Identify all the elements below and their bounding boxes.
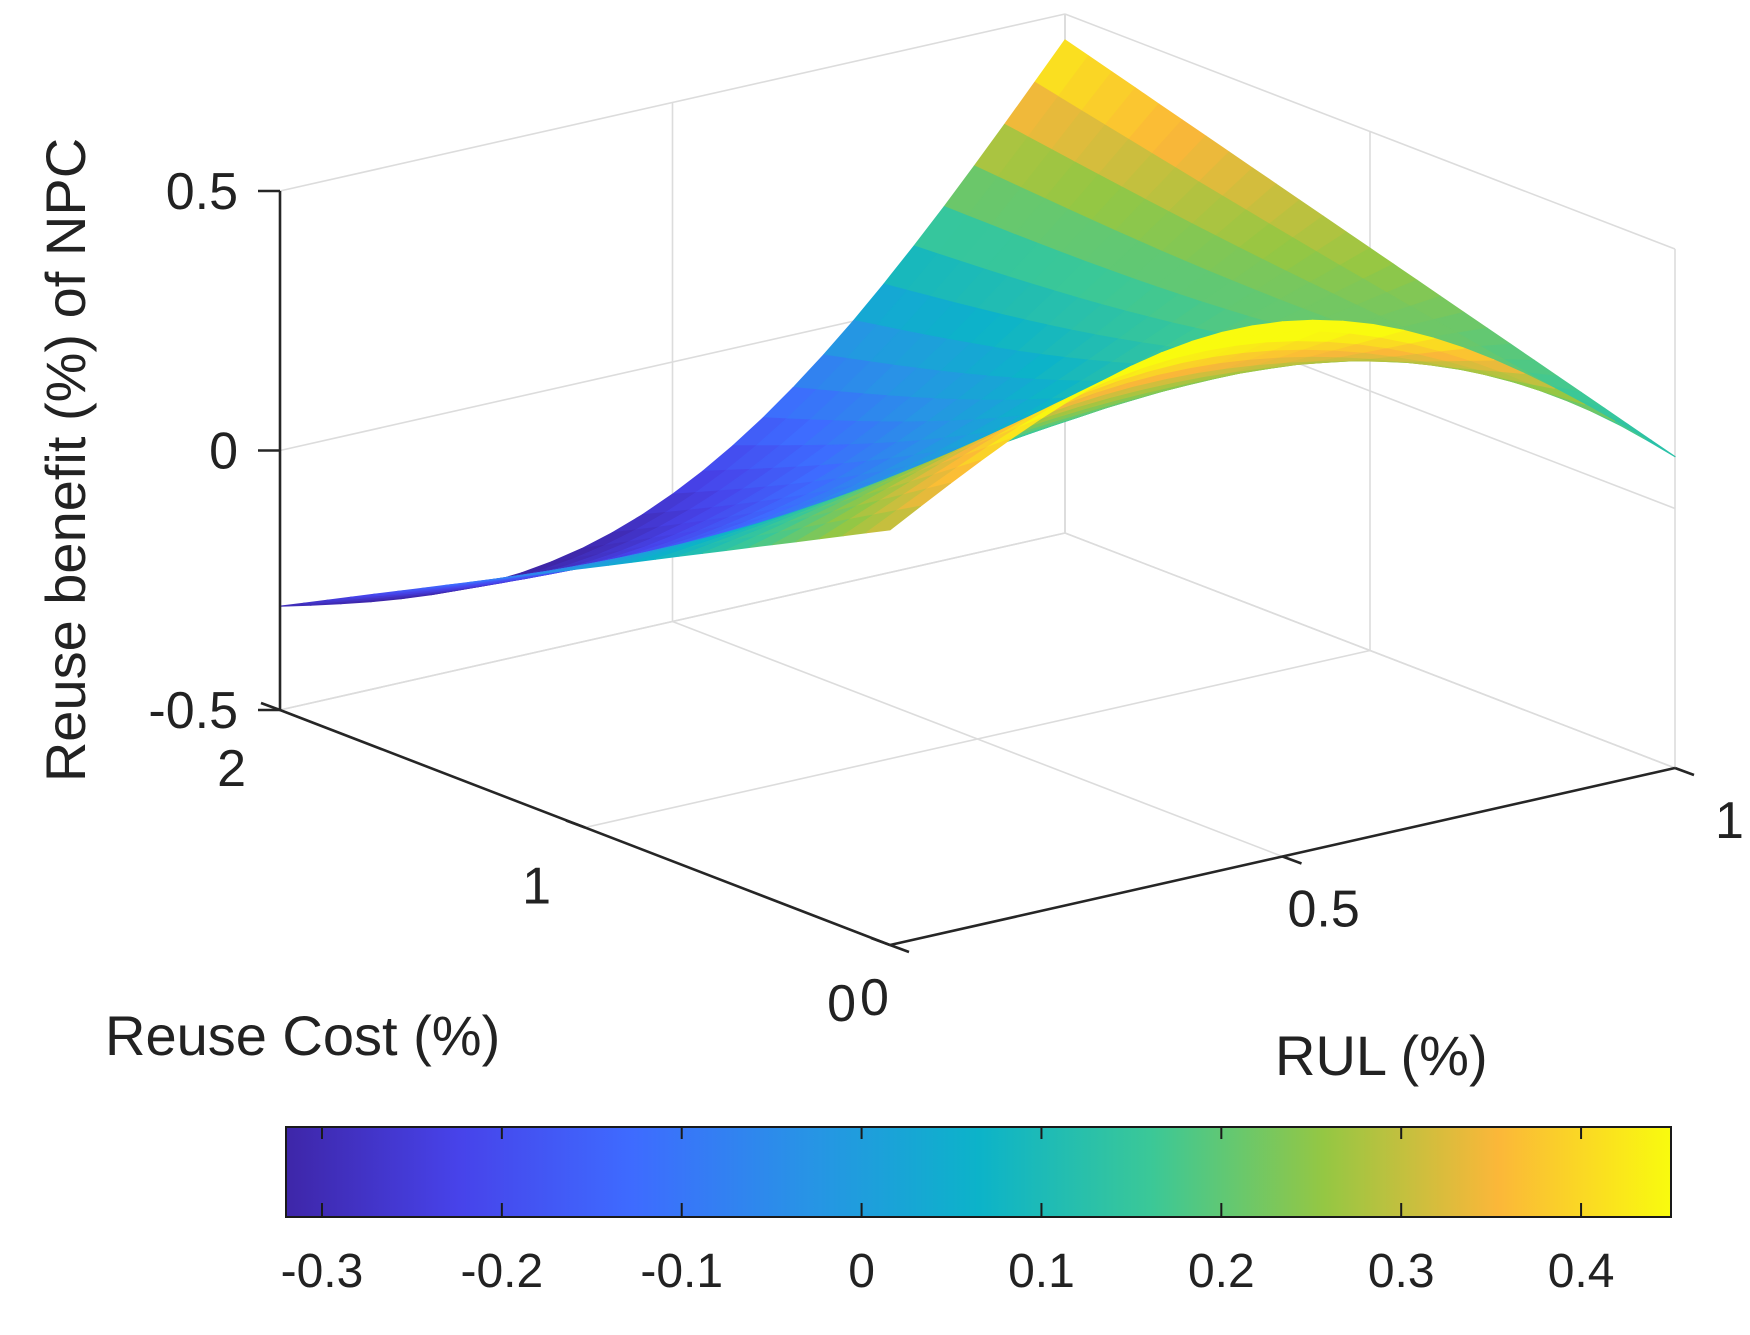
x-tick: [1282, 855, 1302, 865]
x-tick: [889, 943, 910, 954]
colorbar-gradient: [285, 1126, 1672, 1218]
x-tick: [1674, 766, 1695, 777]
colorbar-tick-label: -0.3: [281, 1245, 364, 1298]
colorbar-tick-label: -0.1: [640, 1245, 723, 1298]
y-tick: [565, 819, 586, 829]
grid-line-cost-floor: [584, 649, 1371, 829]
y-tick-label: 2: [217, 740, 246, 798]
colorbar-tick-label: 0.3: [1368, 1245, 1435, 1298]
back-grid: [279, 13, 1676, 946]
colorbar: -0.3 -0.2 -0.1 0 0.1 0.2 0.3 0.4: [281, 1126, 1672, 1298]
y-tick-label: 1: [522, 858, 551, 916]
surface-patch: [865, 505, 921, 534]
x-tick-label: 0: [860, 969, 889, 1027]
z-tick-label: 0: [209, 423, 238, 481]
colorbar-tick-label: -0.2: [460, 1245, 543, 1298]
y-tick: [870, 936, 891, 947]
z-axis-label: Reuse benefit (%) of NPC: [34, 138, 97, 782]
x-tick-label: 0.5: [1288, 881, 1360, 939]
y-axis-title: Reuse Cost (%): [105, 1004, 500, 1067]
colorbar-tick-label: 0: [848, 1245, 875, 1298]
front-axes: -0.5 0 0.5 0 1 2 0 0.5 1: [148, 163, 1744, 1033]
z-tick-label: 0.5: [166, 163, 238, 221]
z-axis-title: Reuse benefit (%) of NPC: [34, 138, 97, 782]
grid-line-z-sidewall: [1064, 13, 1676, 250]
y-tick-label: 0: [827, 975, 856, 1033]
grid-line-z-backwall: [279, 13, 1066, 192]
y-tick: [260, 701, 281, 712]
colorbar-tick-label: 0.2: [1188, 1245, 1255, 1298]
surface-plot: [279, 39, 1676, 607]
x-axis-title: RUL (%): [1275, 1024, 1488, 1087]
x-tick-label: 1: [1715, 792, 1744, 850]
grid-line-cost-floor: [279, 532, 1066, 711]
z-tick-label: -0.5: [148, 682, 238, 740]
surface-patch: [1590, 410, 1646, 440]
colorbar-tick-label: 0.1: [1008, 1245, 1075, 1298]
colorbar-tick-label: 0.4: [1548, 1245, 1615, 1298]
